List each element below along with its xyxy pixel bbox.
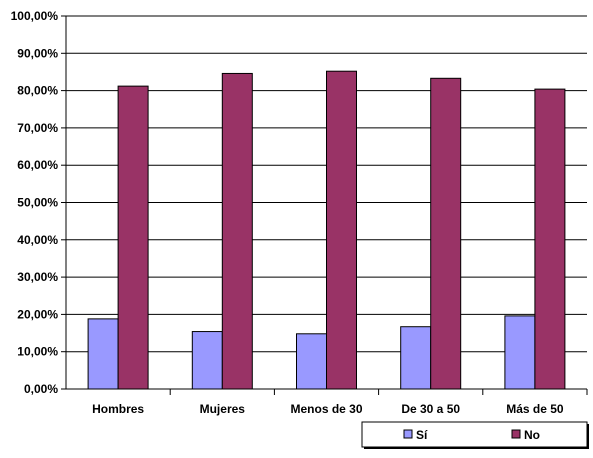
x-tick-label: Hombres: [92, 402, 144, 416]
bar-si: [400, 326, 432, 390]
y-tick-label: 20,00%: [17, 307, 58, 321]
axes: 0,00% 10,00% 20,00% 30,00% 40,00% 50,00% 60,00…: [11, 9, 588, 416]
y-tick-label: 90,00%: [17, 46, 58, 60]
y-tick-label: 0,00%: [24, 382, 58, 396]
y-tick-label: 50,00%: [17, 196, 58, 210]
x-tick-label: Menos de 30: [290, 402, 362, 416]
y-tick-label: 10,00%: [17, 345, 58, 359]
legend: Sí No: [361, 421, 589, 449]
bar-si: [191, 331, 223, 390]
legend-label: No: [524, 428, 540, 442]
legend-swatch: [403, 429, 413, 439]
bar-si: [296, 333, 327, 390]
bar-no: [534, 88, 566, 390]
bar-no: [430, 77, 462, 390]
y-tick-label: 70,00%: [17, 121, 58, 135]
y-tick-label: 40,00%: [17, 233, 58, 247]
legend-swatch: [511, 429, 521, 439]
y-tick-label: 100,00%: [11, 9, 59, 23]
bar-si: [87, 318, 119, 390]
bar-no: [117, 85, 149, 390]
bar-no: [326, 70, 357, 390]
bars: [87, 70, 566, 390]
bar-si: [504, 315, 536, 390]
y-tick-label: 60,00%: [17, 158, 58, 172]
y-tick-label: 30,00%: [17, 270, 58, 284]
bar-no: [221, 72, 253, 390]
x-tick-label: Mujeres: [200, 402, 246, 416]
y-tick-label: 80,00%: [17, 84, 58, 98]
legend-box: [361, 421, 588, 448]
x-tick-label: De 30 a 50: [401, 402, 460, 416]
legend-label: Sí: [416, 428, 428, 442]
x-tick-label: Más de 50: [506, 402, 564, 416]
